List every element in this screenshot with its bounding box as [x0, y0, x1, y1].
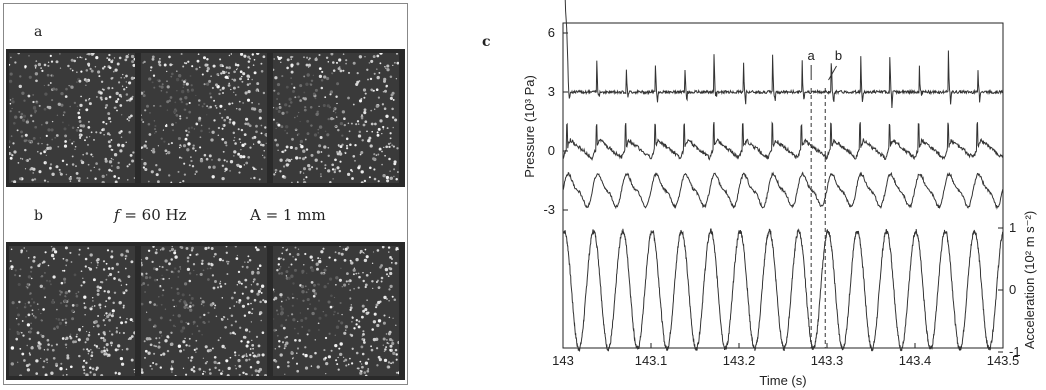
marker-label-a: a	[808, 48, 816, 63]
y-right-axis-title: Acceleration (10² m s⁻²)	[1022, 211, 1037, 349]
frequency-value: = 60 Hz	[124, 206, 187, 224]
x-tick-label: 143	[552, 353, 574, 368]
marker-label-b: b	[835, 48, 842, 63]
frequency-caption: f = 60 Hz	[114, 206, 187, 224]
x-tick-label: 143.5	[987, 353, 1020, 368]
y-left-axis-title: Pressure (10³ Pa)	[522, 75, 537, 178]
acceleration-trace	[562, 228, 1004, 352]
y-right-tick-label: 0	[1009, 282, 1016, 297]
photo-row-top	[6, 49, 405, 187]
y-left-tick-label: 3	[548, 84, 555, 99]
x-tick-label: 143.1	[635, 353, 668, 368]
y-left-tick-label: 6	[548, 25, 555, 40]
panel-label-a: a	[34, 24, 43, 40]
granular-photo-6	[273, 246, 399, 376]
x-tick-label: 143.3	[811, 353, 844, 368]
granular-photo-3	[273, 53, 399, 183]
panel-a-photographs: a b f = 60 Hz A = 1 mm	[3, 3, 408, 385]
granular-photo-1	[9, 53, 135, 183]
y-left-tick-label: -3	[543, 202, 555, 217]
amplitude-caption: A = 1 mm	[250, 206, 326, 224]
y-right-tick-label: -1	[1009, 344, 1021, 359]
x-tick-label: 143.2	[723, 353, 756, 368]
granular-photo-5	[141, 246, 267, 376]
pressure-trace-3	[562, 171, 1004, 210]
pressure-trace-2	[562, 121, 1004, 161]
pressure-trace-1	[564, 0, 1004, 109]
photo-row-bottom	[6, 242, 405, 380]
x-tick-label: 143.4	[899, 353, 932, 368]
panel-label-b: b	[34, 208, 43, 224]
granular-photo-2	[141, 53, 267, 183]
arrow-b-icon	[828, 65, 837, 81]
y-left-tick-label: 0	[548, 143, 555, 158]
frequency-symbol: f	[114, 206, 120, 224]
panel-label-c: c	[482, 34, 491, 50]
granular-photo-4	[9, 246, 135, 376]
x-axis-title: Time (s)	[759, 373, 806, 388]
y-right-tick-label: 1	[1009, 220, 1016, 235]
